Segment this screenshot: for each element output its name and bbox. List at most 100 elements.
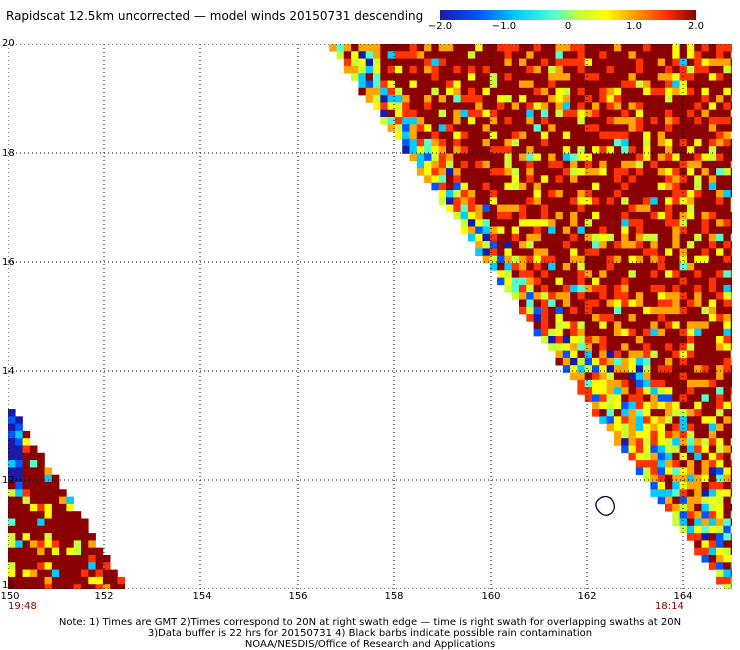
wind-cell <box>570 102 578 110</box>
wind-cell <box>694 124 702 132</box>
wind-cell <box>584 190 593 198</box>
wind-cell <box>51 482 60 490</box>
wind-cell <box>716 117 724 125</box>
wind-cell <box>672 489 680 497</box>
wind-cell <box>431 138 439 147</box>
wind-cell <box>482 117 491 125</box>
wind-cell <box>672 387 680 395</box>
wind-cell <box>446 197 454 205</box>
wind-cell <box>643 416 651 424</box>
wind-cell <box>548 248 556 256</box>
wind-cell <box>577 350 585 359</box>
wind-cell <box>643 190 651 198</box>
wind-cell <box>592 270 600 278</box>
wind-cell <box>694 241 702 249</box>
wind-cell <box>628 146 637 154</box>
wind-cell <box>723 372 731 381</box>
wind-cell <box>22 540 31 548</box>
wind-cell <box>533 233 542 242</box>
wind-cell <box>613 65 622 74</box>
wind-cell <box>730 292 732 300</box>
wind-cell <box>701 314 710 322</box>
wind-cell <box>402 138 410 147</box>
wind-cell <box>533 321 542 329</box>
wind-cell <box>701 503 710 512</box>
wind-cell <box>59 555 67 563</box>
wind-cell <box>694 416 702 424</box>
wind-cell <box>686 452 695 461</box>
wind-cell <box>526 284 534 293</box>
wind-cell <box>416 65 425 74</box>
wind-cell <box>548 124 556 132</box>
wind-cell <box>657 160 666 169</box>
wind-cell <box>716 168 724 176</box>
wind-cell <box>22 533 31 541</box>
wind-cell <box>592 248 600 256</box>
wind-cell <box>37 562 45 570</box>
wind-cell <box>730 233 732 242</box>
wind-cell <box>665 277 673 286</box>
wind-cell <box>489 241 498 249</box>
wind-cell <box>730 182 732 191</box>
wind-cell <box>584 248 593 256</box>
wind-cell <box>584 168 593 176</box>
wind-cell <box>511 255 520 264</box>
wind-cell <box>577 190 585 198</box>
wind-cell <box>526 190 534 198</box>
wind-cell <box>730 379 732 388</box>
wind-cell <box>453 168 461 176</box>
wind-cell <box>672 409 680 417</box>
wind-cell <box>475 109 483 118</box>
wind-cell <box>708 153 717 162</box>
wind-cell <box>679 379 688 388</box>
wind-cell <box>548 51 556 59</box>
wind-cell <box>635 58 644 67</box>
wind-cell <box>694 131 702 140</box>
wind-cell <box>723 525 731 534</box>
wind-cell <box>672 190 680 198</box>
wind-cell <box>716 533 724 541</box>
wind-cell <box>394 80 403 89</box>
wind-cell <box>701 533 710 541</box>
wind-cell <box>540 219 549 227</box>
wind-cell <box>613 328 622 337</box>
wind-cell <box>708 489 717 497</box>
wind-cell <box>599 109 607 118</box>
wind-cell <box>657 182 666 191</box>
wind-cell <box>657 387 666 395</box>
wind-cell <box>657 350 666 359</box>
wind-cell <box>592 306 600 315</box>
wind-cell <box>657 306 666 315</box>
wind-cell <box>533 255 542 264</box>
wind-cell <box>716 153 724 162</box>
wind-cell <box>446 182 454 191</box>
wind-cell <box>533 306 542 315</box>
wind-cell <box>402 58 410 67</box>
lat-label-20: 20 <box>2 38 15 49</box>
wind-cell <box>628 219 637 227</box>
wind-cell <box>599 270 607 278</box>
wind-cell <box>570 175 578 183</box>
wind-cell <box>613 226 622 235</box>
wind-cell <box>694 328 702 337</box>
wind-cell <box>613 387 622 395</box>
wind-cell <box>562 95 571 103</box>
wind-cell <box>446 138 454 147</box>
wind-cell <box>482 160 491 169</box>
wind-cell <box>519 73 527 81</box>
wind-cell <box>467 153 476 162</box>
wind-cell <box>402 87 410 96</box>
wind-cell <box>716 306 724 315</box>
wind-cell <box>533 87 542 96</box>
wind-cell <box>8 460 16 468</box>
wind-cell <box>577 328 585 337</box>
wind-cell <box>665 438 673 446</box>
wind-cell <box>701 482 710 490</box>
wind-cell <box>716 175 724 183</box>
wind-cell <box>672 44 680 52</box>
wind-cell <box>562 197 571 205</box>
wind-cell <box>694 146 702 154</box>
wind-cell <box>548 306 556 315</box>
wind-cell <box>599 73 607 81</box>
wind-cell <box>701 430 710 439</box>
